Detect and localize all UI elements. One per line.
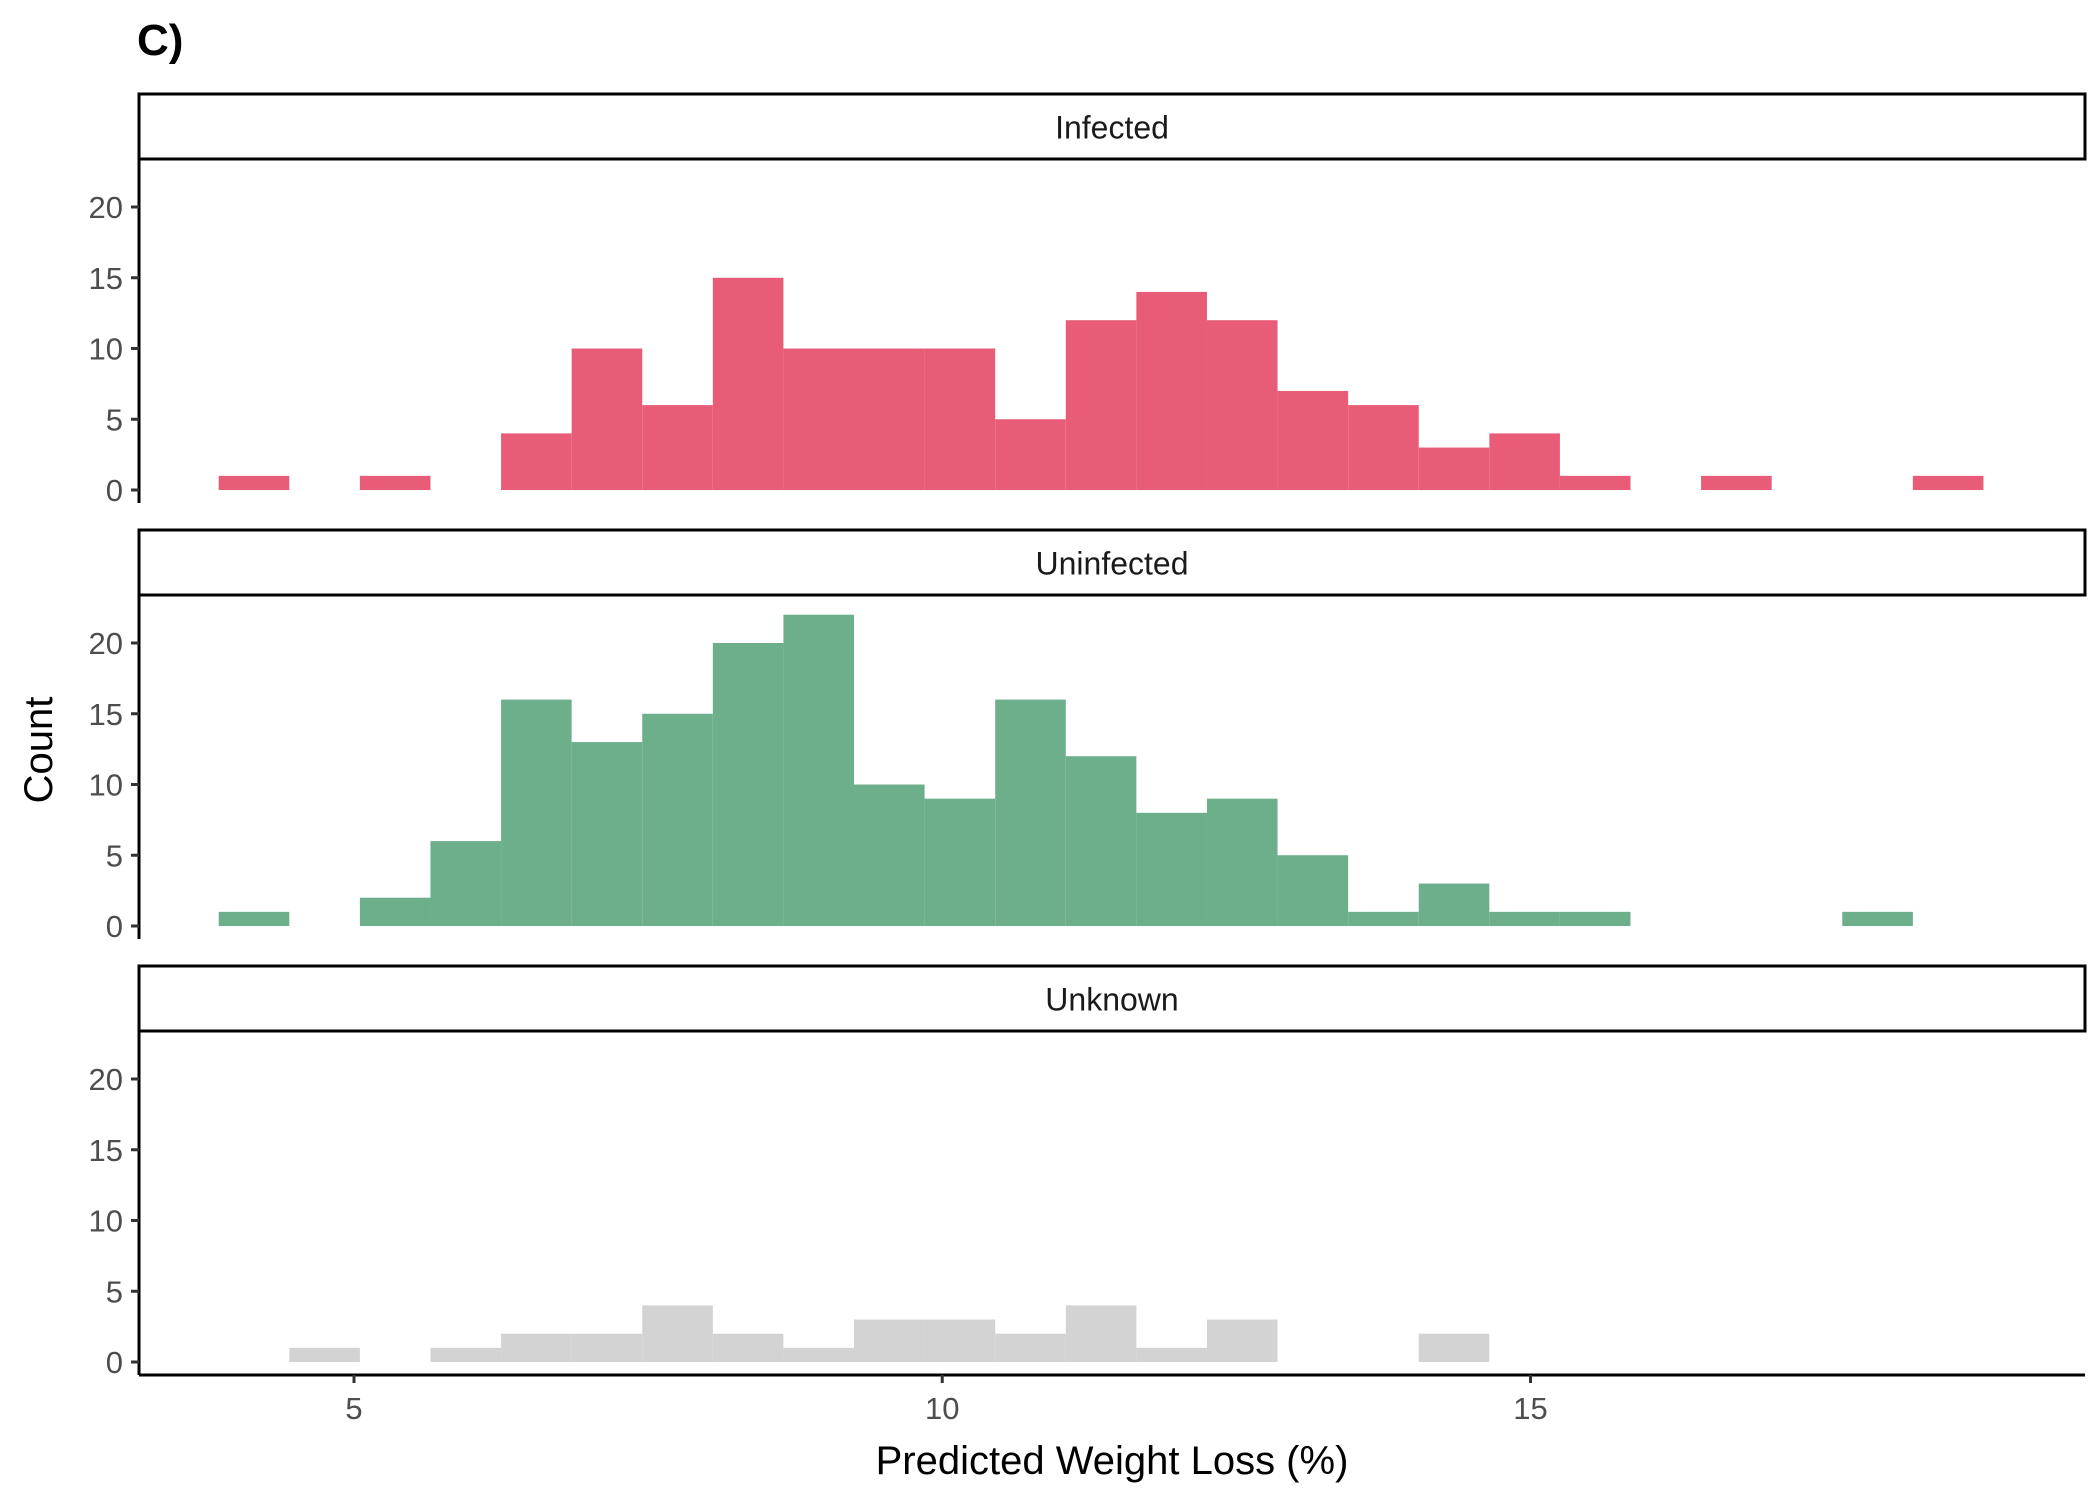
x-axis-label: Predicted Weight Loss (%) xyxy=(876,1439,1349,1483)
facet-strip-label: Unknown xyxy=(1045,982,1178,1018)
histogram-bar xyxy=(1489,911,1560,926)
histogram-bar xyxy=(854,348,925,490)
histogram-bar xyxy=(854,784,925,926)
x-tick-label: 5 xyxy=(345,1391,362,1426)
facet-uninfected: Uninfected 0 5 10 15 20 xyxy=(89,528,2087,944)
y-tick-label: 10 xyxy=(89,768,123,803)
histogram-bar xyxy=(1277,390,1349,490)
histogram-bar xyxy=(430,841,502,926)
y-tick-label: 0 xyxy=(106,473,123,508)
facet-strip xyxy=(137,964,2087,1033)
histogram-bar xyxy=(1348,911,1419,926)
histogram-bar xyxy=(359,475,431,490)
histogram-bar xyxy=(783,614,855,926)
histogram-bar xyxy=(712,1333,784,1362)
histogram-bar xyxy=(501,433,572,490)
histogram-bar xyxy=(1489,433,1560,490)
facet-strip-label: Uninfected xyxy=(1036,546,1189,582)
histogram-bar xyxy=(1065,320,1137,490)
histogram-bar xyxy=(1136,1347,1207,1362)
y-tick-label: 10 xyxy=(89,332,123,367)
y-tick-label: 20 xyxy=(89,190,123,225)
histogram-bar xyxy=(924,348,996,490)
histogram-bar xyxy=(1418,1333,1490,1362)
y-tick-label: 5 xyxy=(106,402,123,437)
facet-strip xyxy=(137,528,2087,597)
y-axis-label: Count xyxy=(17,697,61,804)
x-tick-label: 15 xyxy=(1513,1391,1547,1426)
histogram-bar xyxy=(924,798,996,926)
histogram-bar xyxy=(995,699,1066,926)
histogram-bar xyxy=(501,1333,572,1362)
histogram-bar xyxy=(995,1333,1066,1362)
facet-strip xyxy=(137,92,2087,161)
histogram-bar xyxy=(1206,1319,1278,1362)
histogram-bar xyxy=(571,348,643,490)
histogram-bar xyxy=(571,1333,643,1362)
histogram-bar xyxy=(1701,475,1772,490)
histogram-bar xyxy=(642,1305,713,1362)
histogram-bar xyxy=(1559,911,1631,926)
y-tick-label: 5 xyxy=(106,1274,123,1309)
y-tick-label: 5 xyxy=(106,838,123,873)
histogram-bar xyxy=(1136,812,1207,926)
histogram-bar xyxy=(1348,405,1419,490)
histogram-bar xyxy=(289,1347,360,1362)
y-tick-label: 0 xyxy=(106,1345,123,1380)
facet-infected: Infected 0 5 10 15 20 xyxy=(89,92,2087,508)
histogram-bar xyxy=(712,277,784,490)
histogram-bar xyxy=(501,699,572,926)
y-tick-label: 20 xyxy=(89,1062,123,1097)
histogram-bar xyxy=(1065,756,1137,926)
histogram-bar xyxy=(1912,475,1984,490)
x-tick-label: 10 xyxy=(925,1391,959,1426)
histogram-bar xyxy=(783,348,855,490)
histogram-bar xyxy=(642,713,713,926)
histogram-bar xyxy=(1206,798,1278,926)
panel-tag: C) xyxy=(137,16,183,65)
histogram-bar xyxy=(1842,911,1913,926)
histogram-bar xyxy=(218,475,290,490)
histogram-bar xyxy=(995,419,1066,490)
histogram-bar xyxy=(1206,320,1278,490)
y-tick-label: 15 xyxy=(89,261,123,296)
y-tick-label: 0 xyxy=(106,909,123,944)
histogram-bar xyxy=(712,643,784,926)
y-tick-label: 10 xyxy=(89,1204,123,1239)
y-tick-label: 15 xyxy=(89,1133,123,1168)
histogram-bar xyxy=(924,1319,996,1362)
histogram-bar xyxy=(1277,855,1349,926)
y-tick-label: 15 xyxy=(89,697,123,732)
histogram-bar xyxy=(359,897,431,926)
histogram-bar xyxy=(1559,475,1631,490)
facet-unknown: Unknown 0 5 10 15 20 xyxy=(89,964,2087,1380)
histogram-bar xyxy=(854,1319,925,1362)
histogram-bar xyxy=(1418,883,1490,926)
histogram-bar xyxy=(1418,447,1490,490)
facet-strip-label: Infected xyxy=(1055,110,1169,146)
histogram-bar xyxy=(218,911,290,926)
histogram-bar xyxy=(430,1347,502,1362)
histogram-bar xyxy=(783,1347,855,1362)
histogram-bar xyxy=(571,742,643,926)
histogram-bar xyxy=(642,405,713,490)
y-tick-label: 20 xyxy=(89,626,123,661)
histogram-bar xyxy=(1065,1305,1137,1362)
histogram-bar xyxy=(1136,291,1207,490)
